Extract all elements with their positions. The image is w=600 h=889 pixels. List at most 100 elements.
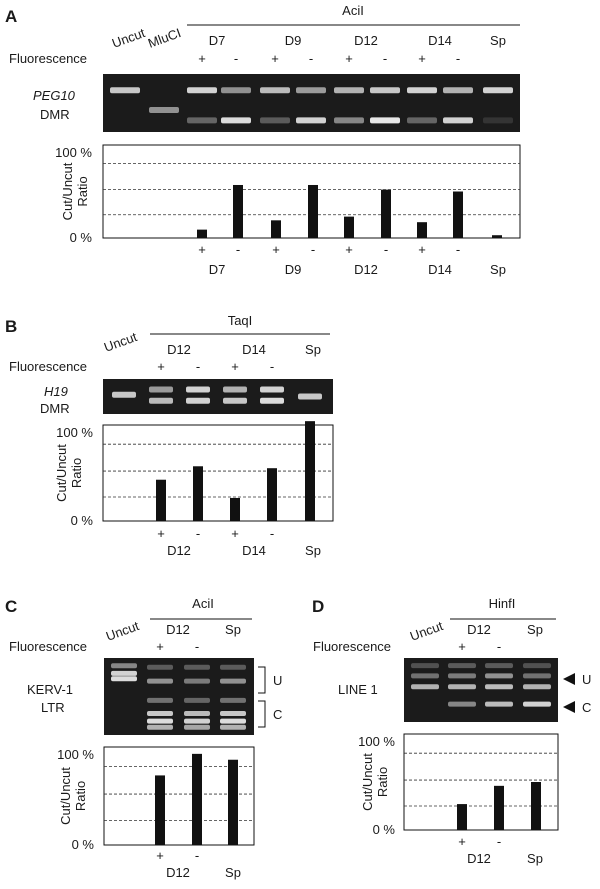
panel-letter: B [5,317,17,336]
gel-band [110,87,140,94]
x-sign-label: + [458,834,466,849]
x-group-label: D14 [242,543,266,558]
gel-band [443,117,473,124]
y-axis-label: Cut/UncutRatio [360,753,390,811]
bar [233,184,243,238]
gel-band [220,697,246,703]
y-tick-label: 100 % [55,145,92,160]
x-sign-label: + [198,242,206,257]
bar [308,184,318,238]
gel-label-region: DMR [40,401,70,416]
gel-band [184,710,210,716]
gel-band [523,684,551,690]
bar-chart: 100 %0 %Cut/UncutRatio+ - + -D12 D14 Sp [54,421,334,558]
panel-c: C Uncut AciI D12 Sp Fluorescence + - KER… [5,596,282,880]
gel-label-gene: H19 [44,384,68,399]
sign-label: + [458,639,466,654]
sign-label: + [156,639,164,654]
gel-band [147,724,173,730]
x-group-label: Sp [225,865,241,880]
fluorescence-label: Fluorescence [313,639,391,654]
x-sign-label: + [157,526,165,541]
y-tick-label: 100 % [56,425,93,440]
gel-band [184,678,210,684]
gel-band [149,397,173,404]
gel-band [411,684,439,690]
sign-label: - [309,51,313,66]
gel-band [448,663,476,669]
group-label: Sp [305,342,321,357]
bar [453,191,463,238]
arrow-cut-icon [563,701,575,713]
x-group-label: Sp [305,543,321,558]
fluorescence-label: Fluorescence [9,359,87,374]
group-label: Sp [490,33,506,48]
x-sign-label: - [236,242,240,257]
gel-band [184,697,210,703]
lane-label-uncut: Uncut [102,329,139,355]
x-sign-label: - [195,848,199,863]
gel-band [184,718,210,724]
plot-frame [102,424,334,522]
x-sign-label: + [418,242,426,257]
group-label: D12 [167,342,191,357]
gel-band [296,117,326,124]
sign-label: - [456,51,460,66]
gel-band [448,701,476,707]
gel-band [370,87,400,94]
x-group-label: D7 [209,262,226,277]
bar-chart: 100 % 0 % Cut/UncutRatio + -D12 Sp [358,733,559,866]
bar [197,229,207,238]
bracket-uncut [258,666,266,694]
gel-band [186,386,210,393]
gel-band [147,710,173,716]
gel-image [103,74,520,132]
x-sign-label: + [156,848,164,863]
gel-background [404,658,558,722]
sign-label: - [383,51,387,66]
panel-d: D Uncut HinfI D12 Sp Fluorescence + - LI… [312,596,591,866]
group-label: D14 [428,33,452,48]
gel-band [260,386,284,393]
gel-label-element: KERV-1 [27,682,73,697]
gel-band [111,676,137,682]
x-group-label: D9 [285,262,302,277]
gel-band [147,664,173,670]
lane-label-uncut: Uncut [110,25,147,51]
gel-band [223,397,247,404]
panel-b: B Uncut TaqI D12 D14 Sp Fluorescence + -… [5,313,334,558]
gel-band [485,663,513,669]
gel-label-region: DMR [40,107,70,122]
group-label: D9 [285,33,302,48]
gel-band [485,684,513,690]
gel-band [111,663,137,669]
y-axis-label: Cut/UncutRatio [58,767,88,825]
gel-band [184,724,210,730]
gel-band [111,670,137,676]
gel-band [334,87,364,94]
gel-band [260,397,284,404]
bar [192,753,202,845]
gel-band [407,87,437,94]
sign-label: + [345,51,353,66]
gel-band [184,664,210,670]
x-sign-label: + [345,242,353,257]
bar [494,785,504,830]
enzyme-label: AciI [342,3,364,18]
bar [457,804,467,830]
sign-label: - [196,359,200,374]
gel-band [448,673,476,679]
gel-band [220,710,246,716]
gel-band [187,87,217,94]
y-tick-label: 0 % [71,513,94,528]
gel-band [147,697,173,703]
y-tick-label: 100 % [57,747,94,762]
gel-image [103,379,333,414]
gel-band [448,684,476,690]
x-group-label: Sp [527,851,543,866]
y-tick-label: 100 % [358,734,395,749]
x-group-label: D12 [467,851,491,866]
gel-band [523,701,551,707]
bar-chart: 100 % 0 % Cut/UncutRatio + -D12 Sp [57,746,255,880]
